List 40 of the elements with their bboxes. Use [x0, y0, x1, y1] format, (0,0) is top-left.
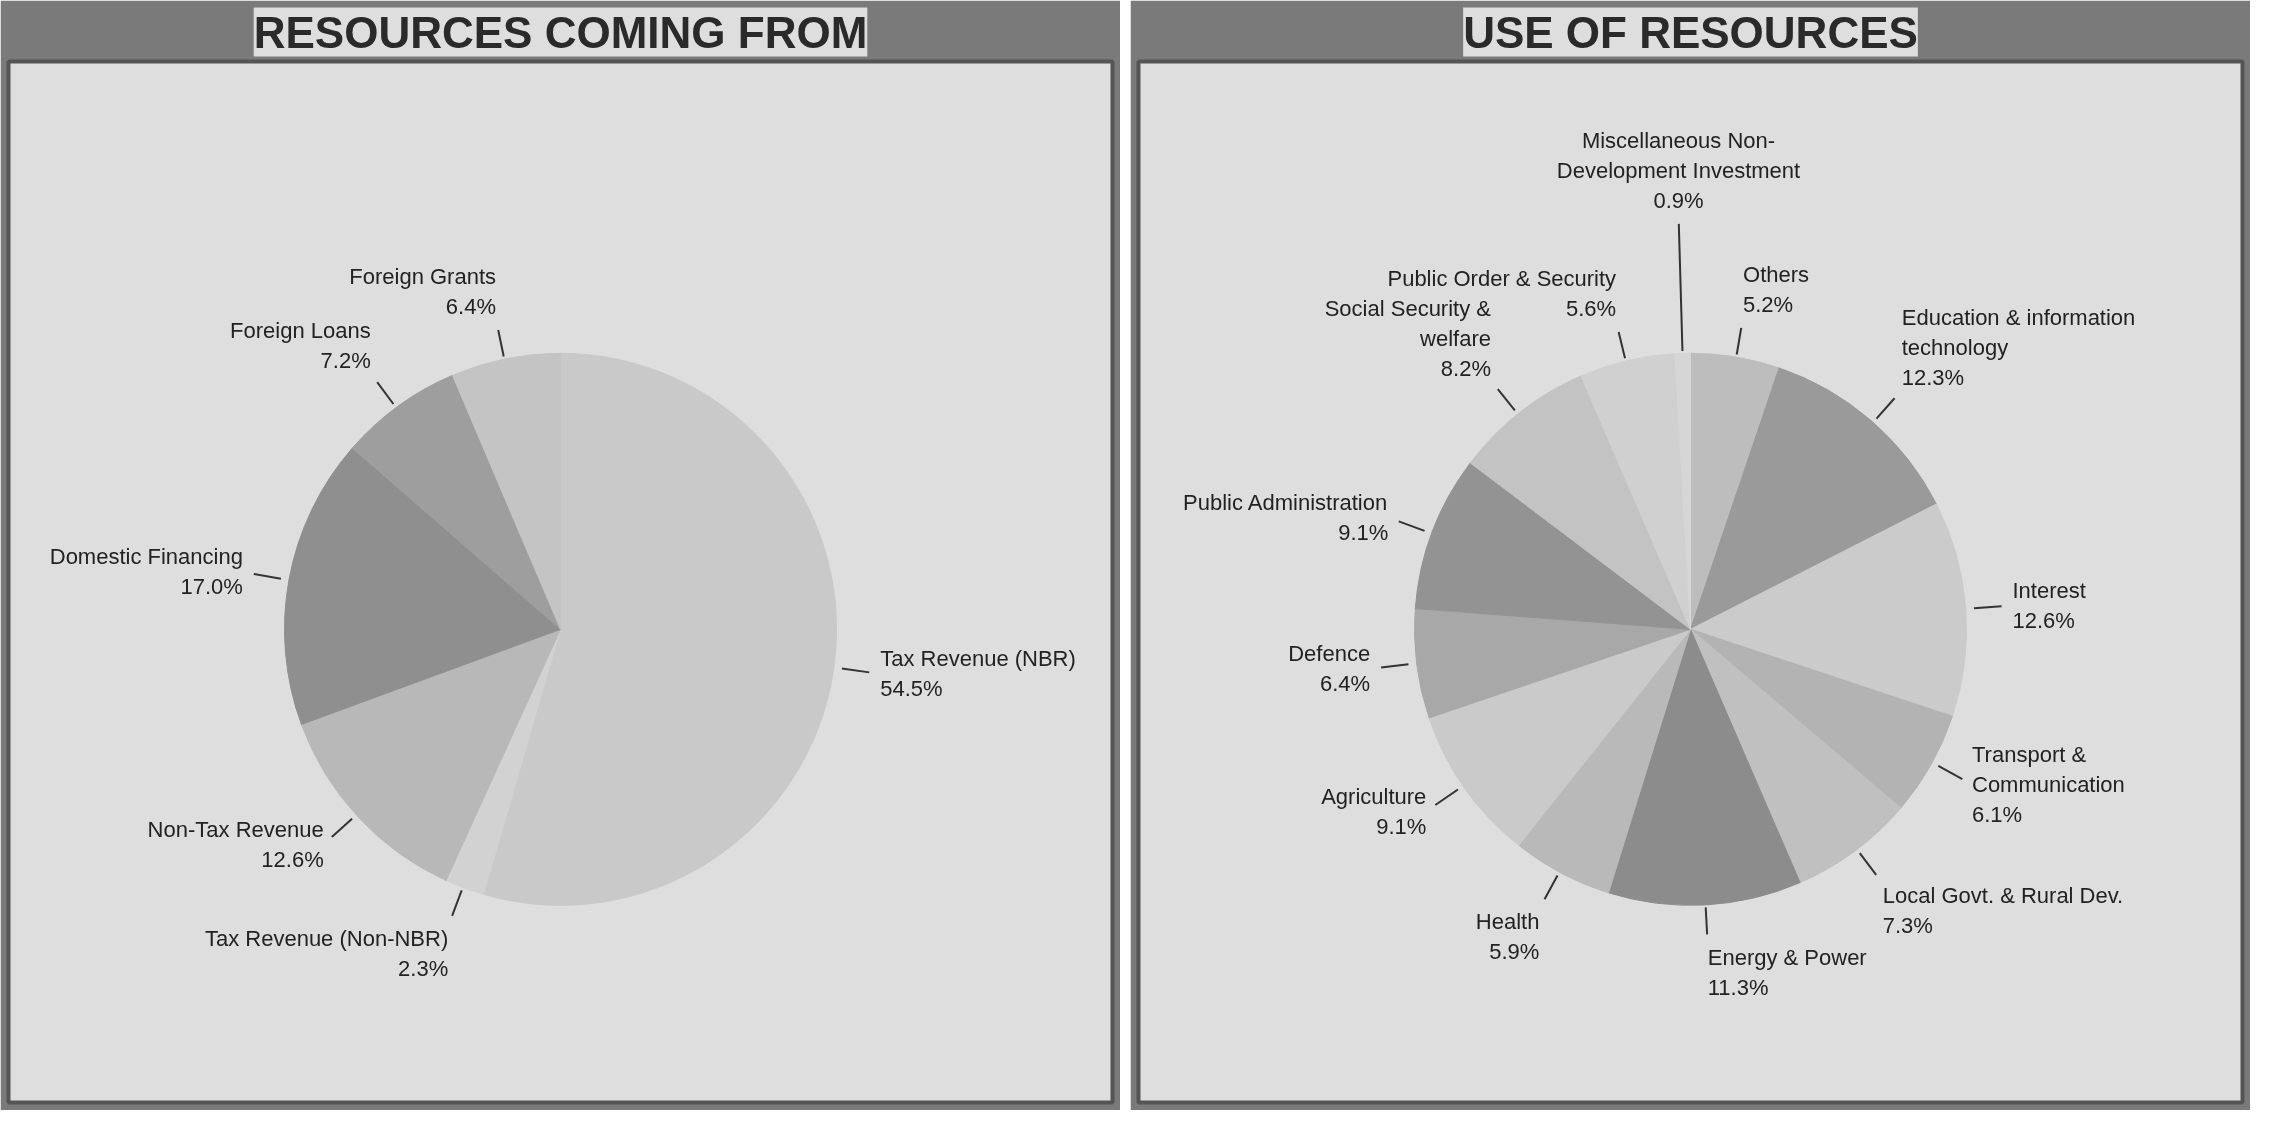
data-label: 12.6%	[2012, 607, 2075, 633]
slice-label: Non-Tax Revenue	[147, 816, 324, 842]
slice-label: Domestic Financing	[49, 544, 243, 570]
slice-label: Health	[1475, 908, 1540, 934]
data-label: 2.3%	[398, 955, 449, 981]
data-label: 7.3%	[1882, 913, 1933, 939]
data-label: 12.6%	[261, 846, 324, 872]
slice-label: Social Security & welfare	[1324, 295, 1492, 351]
slice-label: Local Govt. & Rural Dev.	[1882, 883, 2124, 909]
slice-label: Agriculture	[1321, 783, 1427, 809]
slice-label: Public Order & Security	[1387, 266, 1617, 292]
data-label: 12.3%	[1901, 365, 1965, 391]
slice-label: Foreign Grants	[349, 264, 497, 290]
data-label: 6.1%	[1972, 801, 2023, 827]
slice-label: Interest	[2012, 577, 2086, 603]
slice-label: Education & information technology	[1901, 305, 2136, 361]
data-label: 7.2%	[320, 348, 371, 374]
data-label: 9.1%	[1376, 813, 1427, 839]
slice-label: Others	[1743, 262, 1810, 288]
data-label: 5.6%	[1565, 296, 1617, 322]
slice-label: Miscellaneous Non- Development Investment	[1556, 128, 1801, 184]
slice-label: Tax Revenue (NBR)	[880, 646, 1076, 672]
data-label: 54.5%	[880, 676, 943, 702]
slice-label: Transport & Communication	[1972, 741, 2125, 797]
slice-label: Public Administration	[1183, 489, 1388, 515]
data-label: 6.4%	[1319, 671, 1371, 697]
data-label: 11.3%	[1707, 975, 1769, 1001]
chart-title: USE OF RESOURCES	[1463, 7, 1918, 57]
data-label: 5.2%	[1743, 292, 1794, 318]
data-label: 5.9%	[1489, 938, 1540, 964]
data-label: 8.2%	[1440, 355, 1491, 381]
data-label: 6.4%	[445, 294, 497, 320]
data-label: 17.0%	[180, 574, 243, 600]
data-label: 9.1%	[1338, 519, 1389, 545]
slice-label: Energy & Power	[1707, 945, 1867, 971]
chart-title: RESOURCES COMING FROM	[253, 7, 868, 57]
slice-label: Defence	[1288, 641, 1371, 667]
data-label: 0.9%	[1653, 188, 1704, 214]
slice-label: Tax Revenue (Non-NBR)	[204, 925, 449, 951]
slice-label: Foreign Loans	[230, 318, 371, 344]
